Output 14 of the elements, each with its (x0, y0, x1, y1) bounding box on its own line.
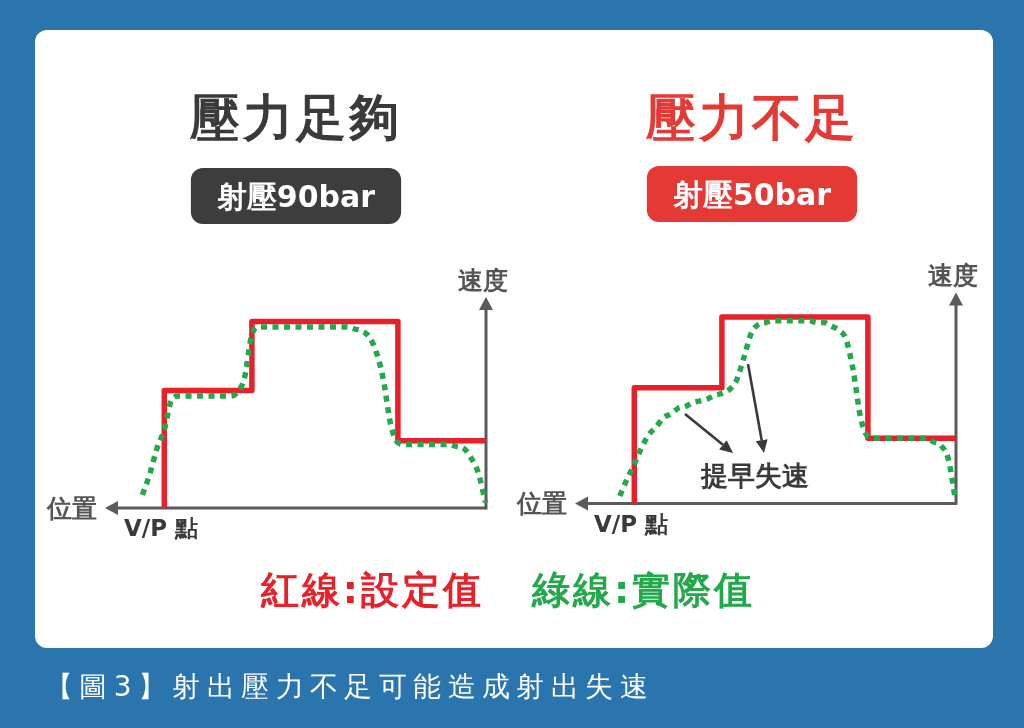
x-axis-title: 位置 (516, 489, 567, 518)
annotation: 提早失速 (700, 459, 809, 491)
text: 【圖3】射出壓力不足可能造成射出失速 (45, 669, 655, 703)
chart-subtitle: 射壓90bar (216, 178, 376, 214)
chart-subtitle: 射壓50bar (672, 176, 832, 212)
chart-title: 壓力足夠 (189, 89, 402, 147)
text: V/P 點 (123, 515, 199, 541)
text: 綠線:實際值 (531, 568, 756, 612)
y-axis-title: 速度 (928, 260, 978, 290)
y-axis-title: 速度 (458, 265, 508, 295)
text: V/P 點 (593, 511, 669, 537)
x-axis-title: 位置 (46, 493, 97, 523)
text: 紅線:設定值 (259, 568, 484, 612)
chart-title: 壓力不足 (645, 89, 858, 147)
